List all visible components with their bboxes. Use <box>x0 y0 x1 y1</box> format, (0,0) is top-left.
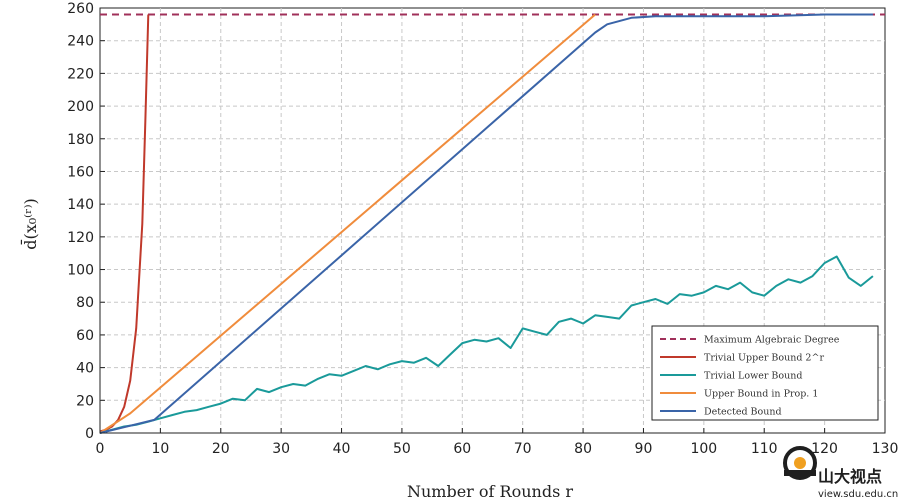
x-tick-label: 90 <box>635 441 653 457</box>
x-tick-label: 50 <box>393 441 411 457</box>
plot-frame <box>99 7 886 434</box>
x-axis-label: Number of Rounds r <box>407 482 573 501</box>
y-tick-label: 0 <box>85 426 94 442</box>
y-tick-label: 120 <box>67 230 94 246</box>
y-tick-label: 60 <box>76 328 94 344</box>
x-tick-label: 40 <box>333 441 351 457</box>
y-axis-ticks: 0 20 40 60 80 100 120 140 160 180 200 220 240 260 <box>67 1 105 442</box>
series-line-3 <box>99 13 596 434</box>
y-tick-label: 20 <box>76 393 94 409</box>
x-tick-label: 130 <box>872 441 899 457</box>
y-tick-label: 100 <box>67 263 94 279</box>
y-tick-label: 160 <box>67 164 94 180</box>
y-tick-label: 200 <box>67 99 94 115</box>
y-tick-label: 180 <box>67 132 94 148</box>
watermark: 山大视点 view.sdu.edu.cn <box>783 446 898 500</box>
x-tick-label: 80 <box>574 441 592 457</box>
y-tick-label: 140 <box>67 197 94 213</box>
x-axis-ticks: 0 10 20 30 40 50 60 70 80 90 100 110 120 130 <box>96 428 899 457</box>
legend-label-4: Detected Bound <box>704 407 782 418</box>
x-tick-label: 110 <box>751 441 778 457</box>
watermark-logo-icon <box>783 446 817 480</box>
x-tick-label: 10 <box>151 441 169 457</box>
watermark-name: 山大视点 <box>818 467 882 486</box>
y-tick-label: 220 <box>67 66 94 82</box>
y-tick-label: 260 <box>67 1 94 17</box>
series-line-2 <box>99 255 874 434</box>
x-tick-label: 70 <box>514 441 532 457</box>
y-axis-label: d̄(x₀⁽ʳ⁾) <box>19 198 40 250</box>
y-tick-label: 40 <box>76 361 94 377</box>
y-tick-label: 240 <box>67 34 94 50</box>
watermark-url: view.sdu.edu.cn <box>818 489 898 500</box>
series-line-1 <box>99 14 150 433</box>
x-tick-label: 120 <box>811 441 838 457</box>
legend-label-1: Trivial Upper Bound 2^r <box>704 353 824 364</box>
plot-area-border <box>99 7 886 434</box>
x-tick-label: 0 <box>96 441 105 457</box>
series-lines <box>99 13 885 434</box>
legend-label-3: Upper Bound in Prop. 1 <box>704 389 818 400</box>
series-line-4 <box>99 13 873 434</box>
x-tick-label: 100 <box>690 441 717 457</box>
x-tick-label: 60 <box>453 441 471 457</box>
legend-box <box>651 325 879 421</box>
x-tick-label: 30 <box>272 441 290 457</box>
legend: Maximum Algebraic Degree Trivial Upper Bo… <box>651 325 879 421</box>
x-tick-label: 20 <box>212 441 230 457</box>
legend-label-2: Trivial Lower Bound <box>704 371 802 382</box>
legend-label-0: Maximum Algebraic Degree <box>704 335 840 346</box>
y-tick-label: 80 <box>76 295 94 311</box>
